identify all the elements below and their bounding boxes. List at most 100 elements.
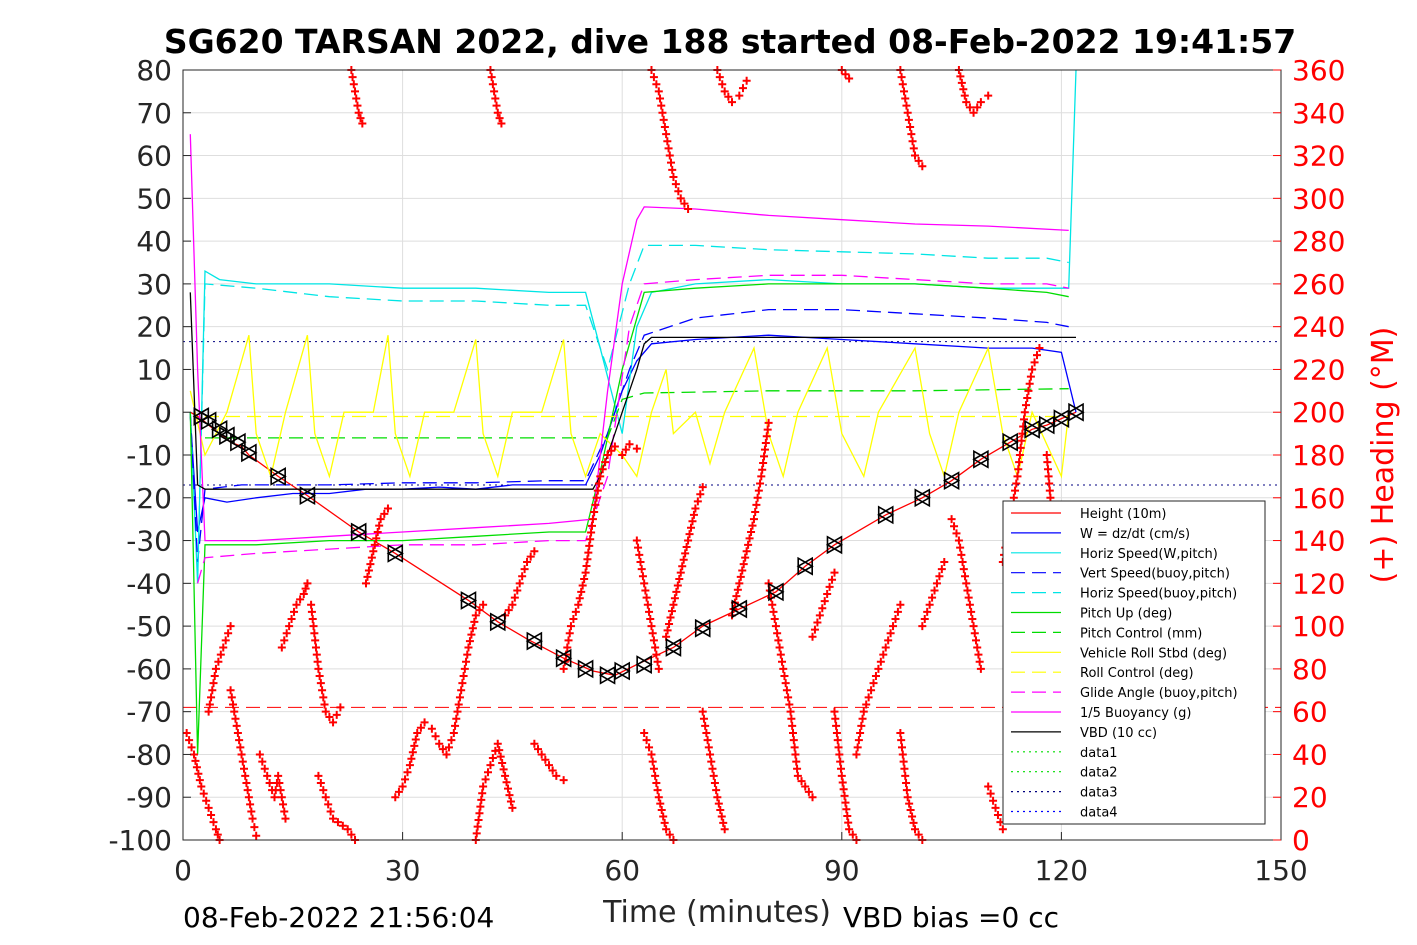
heading-point [457,686,466,695]
heading-point [897,743,906,752]
y2-tick-label: 360 [1292,54,1345,87]
heading-point [398,782,407,791]
chart-title: SG620 TARSAN 2022, dive 188 started 08-F… [164,22,1296,61]
heading-point [675,575,684,584]
heading-point [301,584,310,593]
heading-point [902,778,911,787]
heading-point [265,778,274,787]
heading-point [724,92,733,101]
heading-point [676,194,685,203]
heading-point [667,607,676,616]
heading-point [648,629,657,638]
heading-point [960,91,969,100]
heading-point [1043,458,1052,467]
x-tick-label: 150 [1254,854,1307,887]
heading-point [903,793,912,802]
y2-tick-label: 120 [1292,567,1345,600]
heading-point [869,679,878,688]
y2-tick-label: 80 [1292,653,1328,686]
heading-point [797,777,806,786]
heading-point [333,818,342,827]
x-tick-label: 60 [604,854,640,887]
heading-point [736,572,745,581]
heading-point [1012,479,1021,488]
heading-point [660,123,669,132]
heading-point [530,547,539,556]
heading-point [490,87,499,96]
heading-point [757,472,766,481]
legend-entry: data2 [1080,766,1118,781]
heading-point [716,806,725,815]
heading-point [959,85,968,94]
heading-point [513,586,522,595]
heading-point [781,679,790,688]
heading-point [871,672,880,681]
heading-point [962,98,971,107]
heading-point [370,540,379,549]
heading-point [632,444,641,453]
heading-point [793,771,802,780]
y-tick-label: 10 [136,353,172,386]
heading-point [493,739,502,748]
heading-point [408,748,417,757]
heading-point [704,743,713,752]
vbd-marker-left [972,449,989,469]
legend-entry: VBD (10 cc) [1080,726,1157,741]
heading-point [621,445,630,454]
heading-point [957,78,966,87]
heading-point [748,521,757,530]
heading-point [909,818,918,827]
heading-point [364,566,373,575]
heading-point [906,123,915,132]
heading-point [1009,493,1018,502]
heading-point [853,743,862,752]
heading-point [975,657,984,666]
heading-point [458,679,467,688]
heading-point [625,440,634,449]
heading-point [637,565,646,574]
heading-point [292,600,301,609]
heading-point [566,622,575,631]
heading-point [744,540,753,549]
heading-point [416,723,425,732]
heading-point [965,600,974,609]
heading-point [749,515,758,524]
heading-point [226,686,235,695]
heading-point [211,825,220,834]
heading-point [575,594,584,603]
heading-point [275,778,284,787]
heading-point [969,108,978,117]
heading-point [526,552,535,561]
heading-point [832,729,841,738]
heading-point [499,765,508,774]
heading-point [702,729,711,738]
heading-point [972,636,980,645]
legend-entry: Vehicle Roll Stbd (deg) [1080,646,1227,661]
heading-point [1015,451,1024,459]
heading-point [530,739,539,748]
y-tick-label: 40 [136,225,172,258]
heading-point [565,629,574,638]
heading-point [756,479,765,488]
heading-point [645,607,654,616]
heading-point [901,771,910,780]
heading-point [804,787,813,796]
heading-point [309,622,318,631]
heading-point [493,108,502,117]
heading-point [310,629,319,638]
heading-point [671,180,680,189]
heading-point [657,101,666,110]
heading-point [956,72,965,81]
heading-point [681,549,690,558]
heading-point [497,119,506,128]
heading-point [442,750,451,759]
heading-point [823,590,832,599]
heading-point [665,151,674,160]
heading-point [843,811,852,820]
heading-point [564,636,573,645]
vbd-marker-left [825,535,843,555]
heading-point [537,750,546,759]
heading-point [431,732,440,741]
heading-point [354,108,363,117]
heading-point [501,771,510,780]
